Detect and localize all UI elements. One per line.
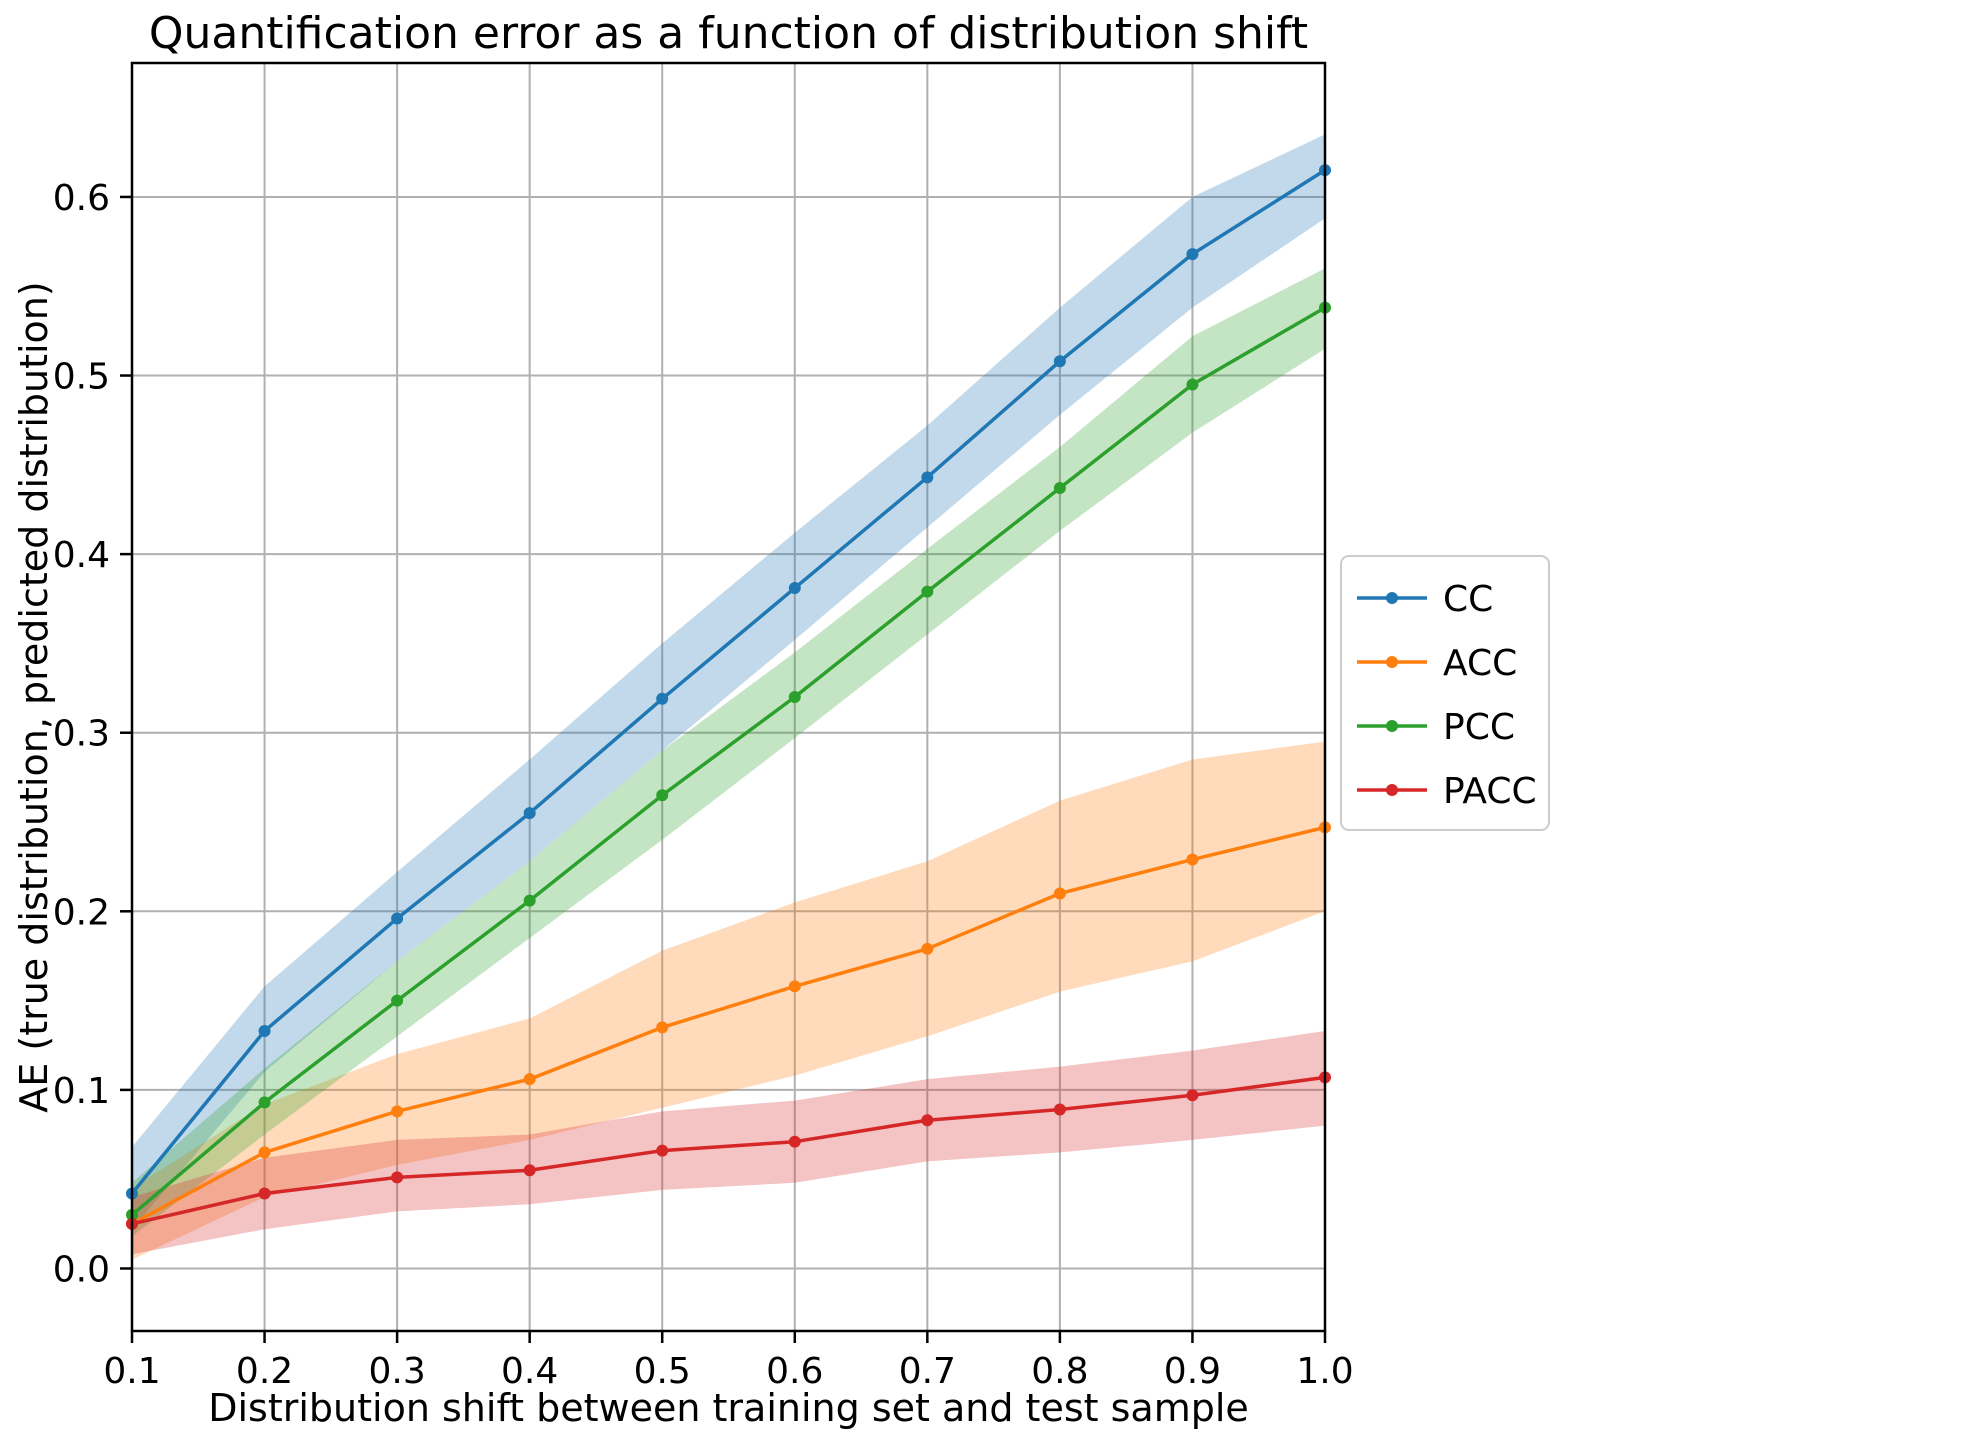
legend-label: PACC (1443, 771, 1537, 812)
data-point-PCC (523, 894, 536, 907)
data-point-ACC (523, 1073, 536, 1086)
legend-label: CC (1443, 579, 1493, 620)
legend-label: ACC (1443, 643, 1517, 684)
legend-box (1340, 555, 1550, 831)
data-point-CC (1053, 355, 1066, 368)
data-point-PACC (921, 1114, 934, 1127)
data-point-ACC (788, 980, 801, 993)
x-tick-label: 0.6 (766, 1351, 823, 1392)
data-point-PACC (258, 1187, 271, 1200)
data-point-PCC (921, 585, 934, 598)
data-point-PCC (656, 789, 669, 802)
y-tick-label: 0.5 (53, 357, 110, 398)
series-line-ACC (130, 825, 1327, 1226)
data-point-PCC (258, 1096, 271, 1109)
data-point-PACC (1053, 1103, 1066, 1116)
x-axis-label: Distribution shift between training set … (208, 1386, 1249, 1430)
x-tick-label: 0.7 (899, 1351, 956, 1392)
data-point-ACC (656, 1021, 669, 1034)
data-point-PCC (1186, 378, 1199, 391)
legend-item-PACC: PACC (1357, 771, 1537, 812)
data-point-PACC (391, 1171, 404, 1184)
data-point-PACC (656, 1144, 669, 1157)
y-axis-label: AE (true distribution, predicted distrib… (12, 281, 56, 1113)
x-tick-label: 0.5 (634, 1351, 691, 1392)
data-point-PACC (523, 1164, 536, 1177)
chart-title: Quantification error as a function of di… (148, 8, 1309, 59)
legend-marker (1386, 656, 1398, 668)
legend-label: PCC (1443, 707, 1515, 748)
y-tick-label: 0.4 (53, 535, 110, 576)
legend-item-CC: CC (1357, 579, 1493, 620)
data-point-CC (1186, 248, 1199, 261)
x-tick-label: 0.2 (236, 1351, 293, 1392)
data-point-CC (656, 692, 669, 705)
series-line-PACC (130, 1075, 1327, 1226)
data-point-PCC (391, 994, 404, 1007)
data-point-ACC (258, 1146, 271, 1159)
confidence-band-PACC (132, 1030, 1325, 1255)
data-point-PCC (788, 691, 801, 703)
y-tick-label: 0.0 (53, 1249, 110, 1290)
data-point-CC (921, 471, 934, 484)
data-point-PACC (1186, 1089, 1199, 1102)
legend: CC ACC PCC PACC (1340, 555, 1550, 831)
legend-item-PCC: PCC (1357, 707, 1515, 748)
legend-item-ACC: ACC (1357, 643, 1517, 684)
x-tick-label: 0.9 (1164, 1351, 1221, 1392)
data-point-PACC (788, 1135, 801, 1148)
series-line-PCC (130, 305, 1327, 1217)
x-tick-label: 0.3 (368, 1351, 425, 1392)
x-tick-label: 1.0 (1296, 1351, 1353, 1392)
data-point-CC (391, 912, 404, 925)
data-point-ACC (1053, 887, 1066, 900)
plot-border (130, 61, 1327, 1333)
x-tick-label: 0.1 (103, 1351, 160, 1392)
series-line-CC (130, 168, 1327, 1196)
data-point-ACC (391, 1105, 404, 1118)
data-point-CC (258, 1024, 271, 1037)
data-point-CC (788, 582, 801, 595)
legend-marker (1386, 592, 1398, 604)
y-tick-label: 0.1 (53, 1071, 110, 1112)
data-point-ACC (1186, 853, 1199, 866)
y-tick-label: 0.6 (53, 178, 110, 219)
x-tick-label: 0.4 (501, 1351, 558, 1392)
legend-marker (1386, 720, 1398, 732)
data-point-CC (523, 807, 536, 820)
data-point-PCC (1053, 482, 1066, 495)
data-point-ACC (921, 942, 934, 955)
x-tick-label: 0.8 (1031, 1351, 1088, 1392)
y-tick-label: 0.2 (53, 892, 110, 933)
legend-marker (1386, 784, 1398, 796)
confidence-band-ACC (132, 741, 1325, 1260)
confidence-band-PCC (132, 268, 1325, 1237)
confidence-band-CC (132, 134, 1325, 1230)
y-tick-label: 0.3 (53, 714, 110, 755)
